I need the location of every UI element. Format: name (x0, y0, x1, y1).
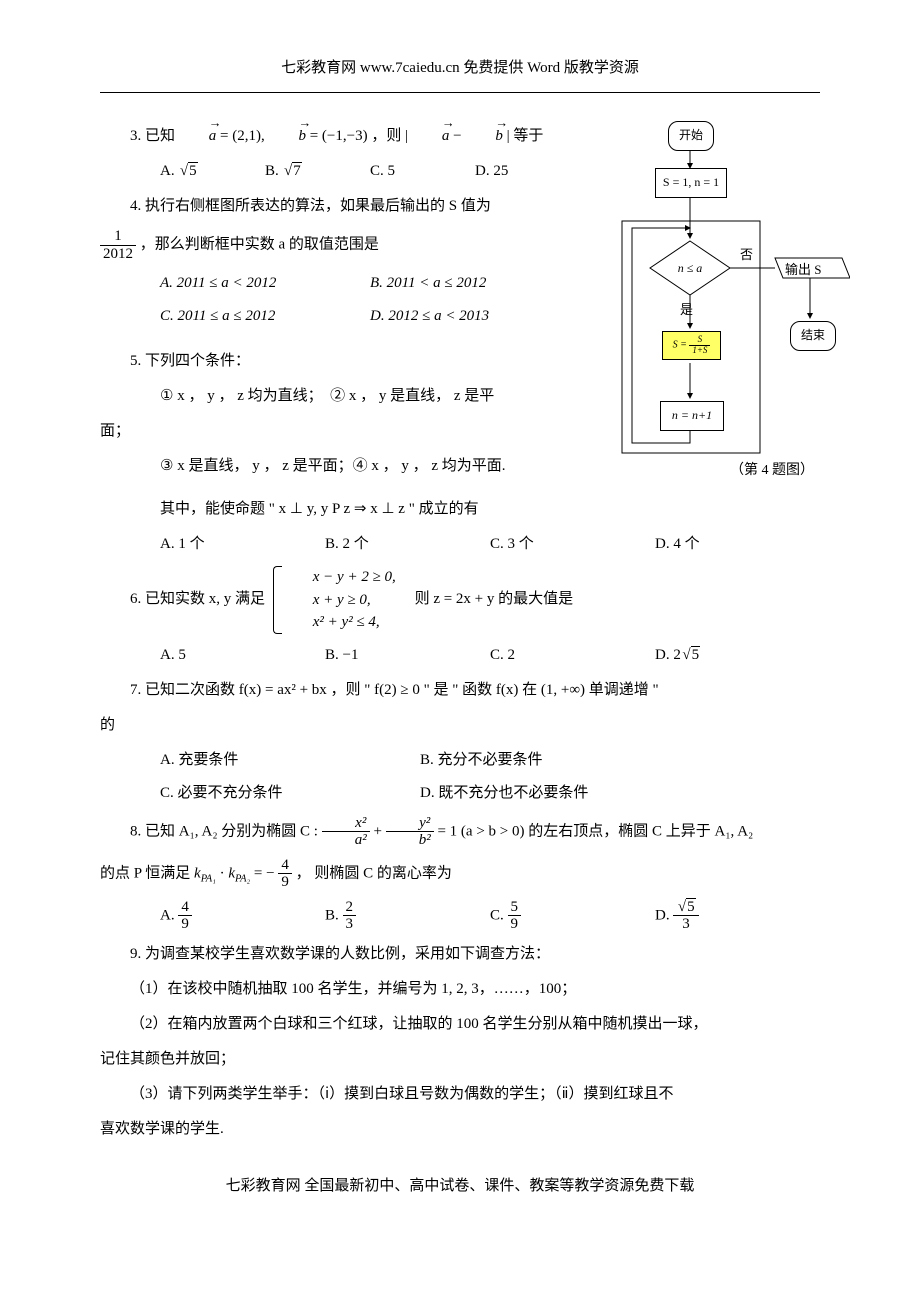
q5-optA: A. 1 个 (160, 531, 325, 558)
q8-options: A. 49 B. 23 C. 59 D. 53 (160, 899, 820, 933)
fc-inc: n = n+1 (660, 401, 724, 431)
fc-output: 输出 S (785, 258, 821, 281)
q3-optA: A. 5 (160, 158, 265, 185)
page-footer: 七彩教育网 全国最新初中、高中试卷、课件、教案等教学资源免费下载 (100, 1173, 820, 1200)
q9-l4: （3）请下列两类学生举手：（ⅰ）摸到白球且号数为偶数的学生；（ⅱ）摸到红球且不 (100, 1081, 820, 1108)
q8-optC: C. 59 (490, 899, 655, 933)
q9-l4b: 喜欢数学课的学生. (100, 1116, 820, 1143)
q7-options-1: A. 充要条件 B. 充分不必要条件 (160, 747, 680, 774)
q4-optA: A. 2011 ≤ a < 2012 (160, 270, 370, 297)
q5-line4: 其中，能使命题 " x ⊥ y, y P z ⇒ x ⊥ z " 成立的有 (100, 496, 820, 523)
q5-options: A. 1 个 B. 2 个 C. 3 个 D. 4 个 (160, 531, 820, 558)
q9-l3b: 记住其颜色并放回； (100, 1046, 820, 1073)
q9-l3: （2）在箱内放置两个白球和三个红球，让抽取的 100 名学生分别从箱中随机摸出一… (100, 1011, 820, 1038)
q8-optA: A. 49 (160, 899, 325, 933)
fc-start: 开始 (668, 121, 714, 151)
q3-optB: B. 7 (265, 158, 370, 185)
q6-optC: C. 2 (490, 642, 655, 669)
fc-cond-text: n ≤ a (678, 261, 703, 275)
q7-optA: A. 充要条件 (160, 747, 420, 774)
q4-optC: C. 2011 ≤ a ≤ 2012 (160, 303, 370, 330)
q6-stem: 6. 已知实数 x, y 满足 x − y + 2 ≥ 0, x + y ≥ 0… (100, 566, 820, 634)
q7-stem2: 的 (100, 712, 820, 739)
q5-optD: D. 4 个 (655, 531, 820, 558)
q4-optD: D. 2012 ≤ a < 2013 (370, 303, 580, 330)
q7-optB: B. 充分不必要条件 (420, 747, 680, 774)
q8-optB: B. 23 (325, 899, 490, 933)
q6-optB: B. −1 (325, 642, 490, 669)
fc-yes: 是 (680, 298, 693, 321)
header-rule (100, 92, 820, 93)
fc-step: S = S1+S (662, 331, 721, 360)
q7-options-2: C. 必要不充分条件 D. 既不充分也不必要条件 (160, 780, 680, 807)
q3-optD: D. 25 (475, 158, 580, 185)
q4-flowchart: n ≤ a 开始 S = 1, n = 1 是 否 S = S1+S n = n… (620, 113, 850, 493)
fc-init: S = 1, n = 1 (655, 168, 727, 198)
q4-options-2: C. 2011 ≤ a ≤ 2012 D. 2012 ≤ a < 2013 (160, 303, 580, 330)
q6-optA: A. 5 (160, 642, 325, 669)
q8-stem: 8. 已知 A₁, A₂ 分别为椭圆 C : x²a² + y²b² = 1 (… (100, 815, 820, 849)
q3-optC: C. 5 (370, 158, 475, 185)
q6-options: A. 5 B. −1 C. 2 D. 25 (160, 642, 820, 669)
q6-optD: D. 25 (655, 642, 820, 669)
q9-l2: （1）在该校中随机抽取 100 名学生，并编号为 1, 2, 3，……，100； (100, 976, 820, 1003)
q7-optC: C. 必要不充分条件 (160, 780, 420, 807)
page-header: 七彩教育网 www.7caiedu.cn 免费提供 Word 版教学资源 (100, 55, 820, 82)
q5-optC: C. 3 个 (490, 531, 655, 558)
fc-no: 否 (740, 243, 753, 266)
q8-optD: D. 53 (655, 899, 820, 933)
q7-optD: D. 既不充分也不必要条件 (420, 780, 680, 807)
fc-end: 结束 (790, 321, 836, 351)
q6-system: x − y + 2 ≥ 0, x + y ≥ 0, x² + y² ≤ 4, (269, 566, 396, 634)
vec-b: b (268, 123, 306, 150)
q4-frac: 12012 (100, 228, 136, 262)
vec-a: a (179, 123, 217, 150)
q4-caption: （第 4 题图） (730, 458, 814, 483)
q3-options: A. 5 B. 7 C. 5 D. 25 (160, 158, 580, 185)
q8-line2: 的点 P 恒满足 kPA₁ · kPA₂ = − 49 ， 则椭圆 C 的离心率… (100, 857, 820, 891)
q4-options-1: A. 2011 ≤ a < 2012 B. 2011 < a ≤ 2012 (160, 270, 580, 297)
q7-stem: 7. 已知二次函数 f(x) = ax² + bx ，则 " f(2) ≥ 0 … (100, 677, 820, 704)
q9-l1: 9. 为调查某校学生喜欢数学课的人数比例，采用如下调查方法： (100, 941, 820, 968)
q5-optB: B. 2 个 (325, 531, 490, 558)
content-area: n ≤ a 开始 S = 1, n = 1 是 否 S = S1+S n = n… (100, 123, 820, 1143)
q4-optB: B. 2011 < a ≤ 2012 (370, 270, 580, 297)
